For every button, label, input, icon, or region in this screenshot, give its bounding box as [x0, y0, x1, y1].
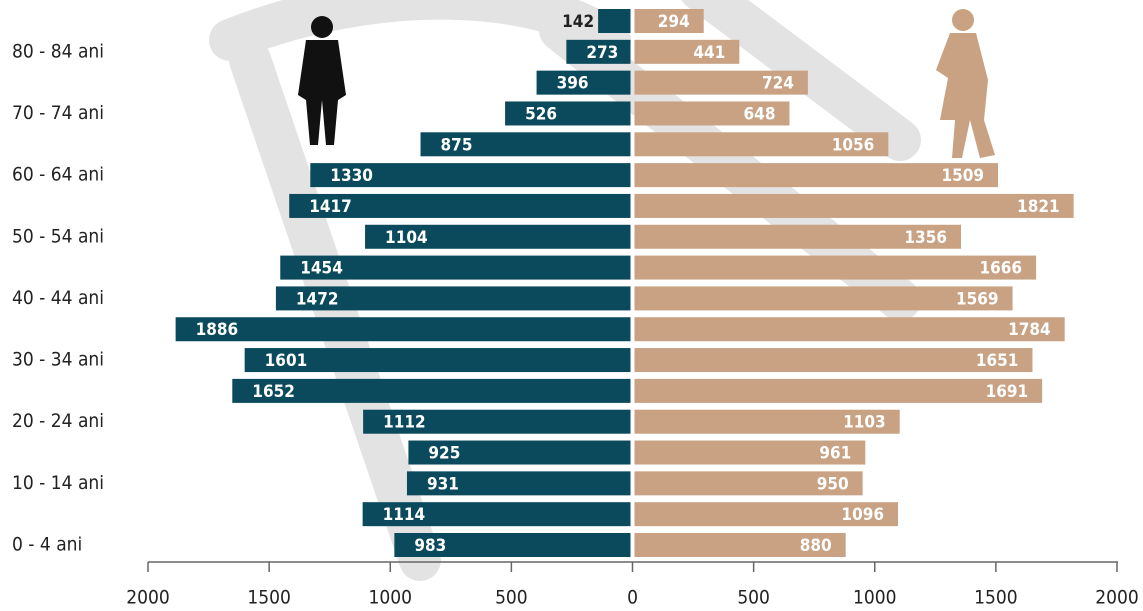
bar — [420, 132, 631, 157]
value-label: 1417 — [309, 197, 352, 217]
category-label: 40 - 44 ani — [12, 287, 104, 309]
bar — [634, 409, 900, 434]
value-label: 1666 — [980, 259, 1023, 279]
x-tick-label: 0 — [627, 587, 638, 609]
value-label: 880 — [800, 536, 832, 556]
bar — [634, 471, 863, 496]
bar — [566, 39, 631, 64]
value-label: 1103 — [843, 413, 886, 433]
bar — [634, 348, 1033, 373]
bar — [634, 286, 1013, 311]
value-label: 1509 — [941, 166, 984, 186]
bar — [280, 255, 631, 280]
bar — [362, 502, 631, 527]
x-tick-label: 500 — [737, 587, 770, 609]
value-label: 1652 — [252, 382, 295, 402]
bar — [365, 224, 631, 249]
value-label: 1651 — [976, 351, 1019, 371]
x-tick-label: 1500 — [247, 587, 291, 609]
bar — [634, 163, 999, 188]
value-label: 396 — [557, 74, 589, 94]
value-label: 1784 — [1008, 320, 1051, 340]
x-tick-label: 500 — [495, 587, 528, 609]
bar — [634, 224, 961, 249]
x-tick-label: 1000 — [853, 587, 897, 609]
value-label: 875 — [441, 135, 473, 155]
bar — [275, 286, 631, 311]
bar — [598, 9, 631, 33]
value-label: 1821 — [1017, 197, 1060, 217]
category-label: 70 - 74 ani — [12, 102, 104, 124]
value-label: 273 — [586, 43, 618, 63]
bar — [634, 101, 790, 126]
category-label: 0 - 4 ani — [12, 534, 82, 556]
bar — [406, 471, 631, 496]
value-label: 1104 — [385, 228, 428, 248]
bar — [536, 70, 631, 95]
value-label: 1096 — [841, 505, 884, 525]
bar — [634, 132, 889, 157]
woman-icon — [936, 9, 995, 158]
category-label: 20 - 24 ani — [12, 410, 104, 432]
bar — [408, 440, 631, 465]
bar — [634, 255, 1037, 280]
value-label: 1886 — [196, 320, 239, 340]
bar — [289, 193, 631, 218]
x-tick-label: 2000 — [1095, 587, 1139, 609]
bar — [505, 101, 631, 126]
bar — [175, 317, 631, 342]
value-label: 526 — [525, 104, 557, 124]
bar — [634, 317, 1065, 342]
x-tick-label: 1000 — [369, 587, 413, 609]
value-label: 1112 — [383, 413, 426, 433]
value-label: 142 — [562, 12, 594, 32]
bar — [244, 348, 631, 373]
category-label: 10 - 14 ani — [12, 472, 104, 494]
bar — [634, 193, 1074, 218]
value-label: 441 — [693, 43, 725, 63]
value-label: 648 — [744, 104, 776, 124]
value-label: 961 — [819, 444, 851, 464]
value-label: 983 — [414, 536, 446, 556]
bar — [394, 533, 631, 557]
bar — [310, 163, 631, 188]
value-label: 1114 — [383, 505, 426, 525]
value-label: 1601 — [265, 351, 308, 371]
value-label: 1472 — [296, 289, 339, 309]
value-label: 294 — [658, 12, 690, 32]
category-label: 80 - 84 ani — [12, 40, 104, 62]
value-label: 1569 — [956, 289, 999, 309]
value-label: 1330 — [330, 166, 373, 186]
bar — [634, 502, 899, 527]
bar — [634, 70, 808, 95]
category-label: 30 - 34 ani — [12, 349, 104, 371]
value-label: 724 — [762, 74, 794, 94]
category-label: 50 - 54 ani — [12, 225, 104, 247]
value-label: 950 — [817, 474, 849, 494]
bar — [634, 9, 704, 33]
bar — [634, 378, 1043, 403]
x-tick-label: 2000 — [126, 587, 170, 609]
value-label: 925 — [428, 444, 460, 464]
value-label: 1356 — [904, 228, 947, 248]
value-label: 931 — [427, 474, 459, 494]
bar — [232, 378, 631, 403]
value-label: 1056 — [832, 135, 875, 155]
category-label: 60 - 64 ani — [12, 164, 104, 186]
bar — [634, 440, 866, 465]
bar — [634, 39, 740, 64]
x-tick-label: 1500 — [974, 587, 1018, 609]
value-label: 1454 — [300, 259, 343, 279]
bar — [363, 409, 631, 434]
bar — [634, 533, 846, 557]
value-label: 1691 — [986, 382, 1029, 402]
man-icon — [298, 16, 346, 145]
